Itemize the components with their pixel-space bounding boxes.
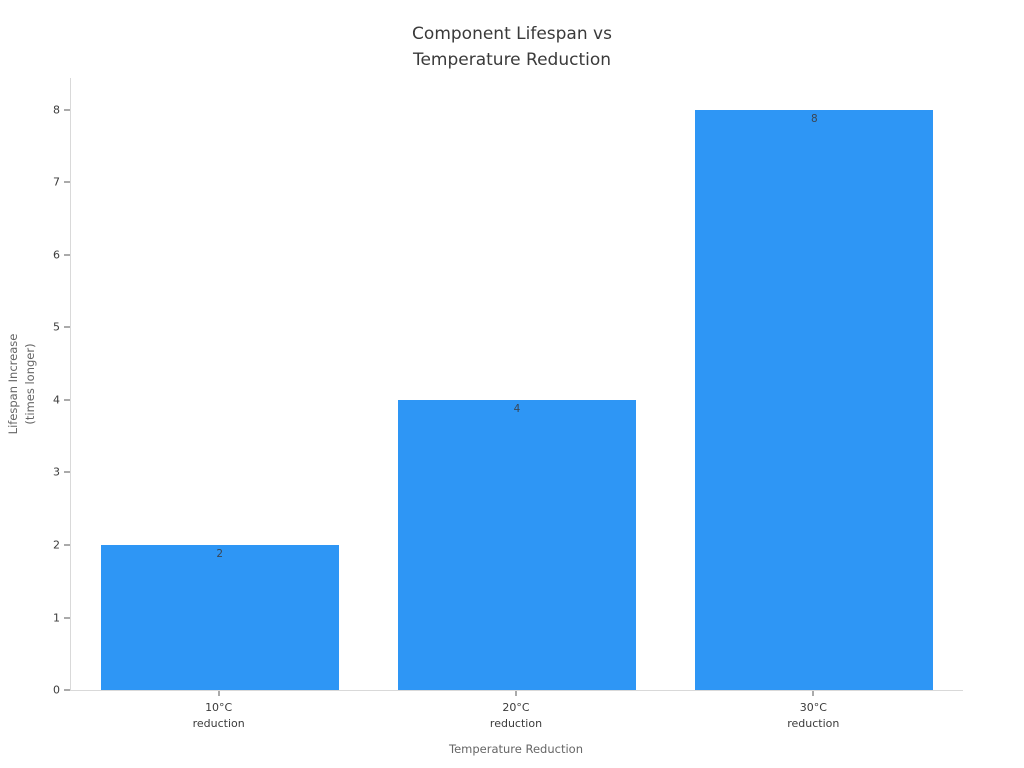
x-tick-mark (812, 691, 814, 696)
y-tick: 8 (53, 103, 70, 116)
y-tick-mark (64, 471, 70, 473)
y-tick-label: 0 (53, 683, 60, 697)
bar-value-label: 8 (810, 112, 818, 125)
x-tick-label: 10°C reduction (192, 701, 245, 730)
y-tick: 0 (53, 684, 70, 697)
x-tick: 30°C reduction (665, 691, 962, 732)
y-tick: 2 (53, 538, 70, 551)
bar: 8 (695, 109, 934, 690)
y-tick: 5 (53, 321, 70, 334)
y-tick: 7 (53, 176, 70, 189)
y-tick-mark (64, 109, 70, 111)
x-tick: 20°C reduction (367, 691, 664, 732)
y-tick-label: 3 (53, 465, 60, 479)
bar-slot: 4 (368, 78, 665, 690)
bar-value-label: 2 (216, 547, 223, 560)
plot-area: 2 4 8 (70, 78, 963, 691)
y-axis-ticks: 0 1 2 3 4 5 6 7 8 (0, 78, 70, 697)
y-tick-label: 5 (53, 320, 60, 334)
y-tick-label: 8 (53, 103, 60, 117)
y-tick-label: 4 (53, 393, 60, 407)
y-tick-mark (64, 544, 70, 546)
bar: 2 (100, 544, 339, 690)
y-tick: 6 (53, 248, 70, 261)
y-tick-mark (64, 399, 70, 401)
y-tick-mark (64, 689, 70, 691)
bar-slot: 2 (71, 78, 368, 690)
chart-title: Component Lifespan vs Temperature Reduct… (412, 24, 612, 70)
y-tick-label: 6 (53, 248, 60, 262)
y-tick-label: 7 (53, 175, 60, 189)
bar-slot: 8 (666, 78, 963, 690)
x-tick-label: 20°C reduction (489, 701, 543, 730)
y-tick-mark (64, 617, 70, 618)
bar: 4 (398, 399, 636, 690)
x-axis-title: Temperature Reduction (449, 742, 583, 756)
y-tick-label: 1 (53, 611, 60, 624)
y-tick-mark (64, 326, 70, 328)
y-tick-label: 2 (53, 538, 60, 552)
y-tick-mark (64, 254, 70, 256)
y-tick-mark (64, 181, 70, 183)
x-tick: 10°C reduction (70, 691, 367, 732)
y-tick: 3 (53, 466, 70, 479)
x-axis-ticks: 10°C reduction 20°C reduction 30°C reducti… (70, 691, 962, 732)
x-tick-label: 30°C reduction (787, 701, 840, 730)
bars: 2 4 8 (71, 78, 963, 690)
bar-value-label: 4 (513, 402, 521, 415)
y-tick: 4 (53, 393, 70, 406)
x-tick-mark (218, 691, 220, 696)
y-tick: 1 (53, 611, 70, 624)
x-tick-mark (515, 691, 517, 696)
